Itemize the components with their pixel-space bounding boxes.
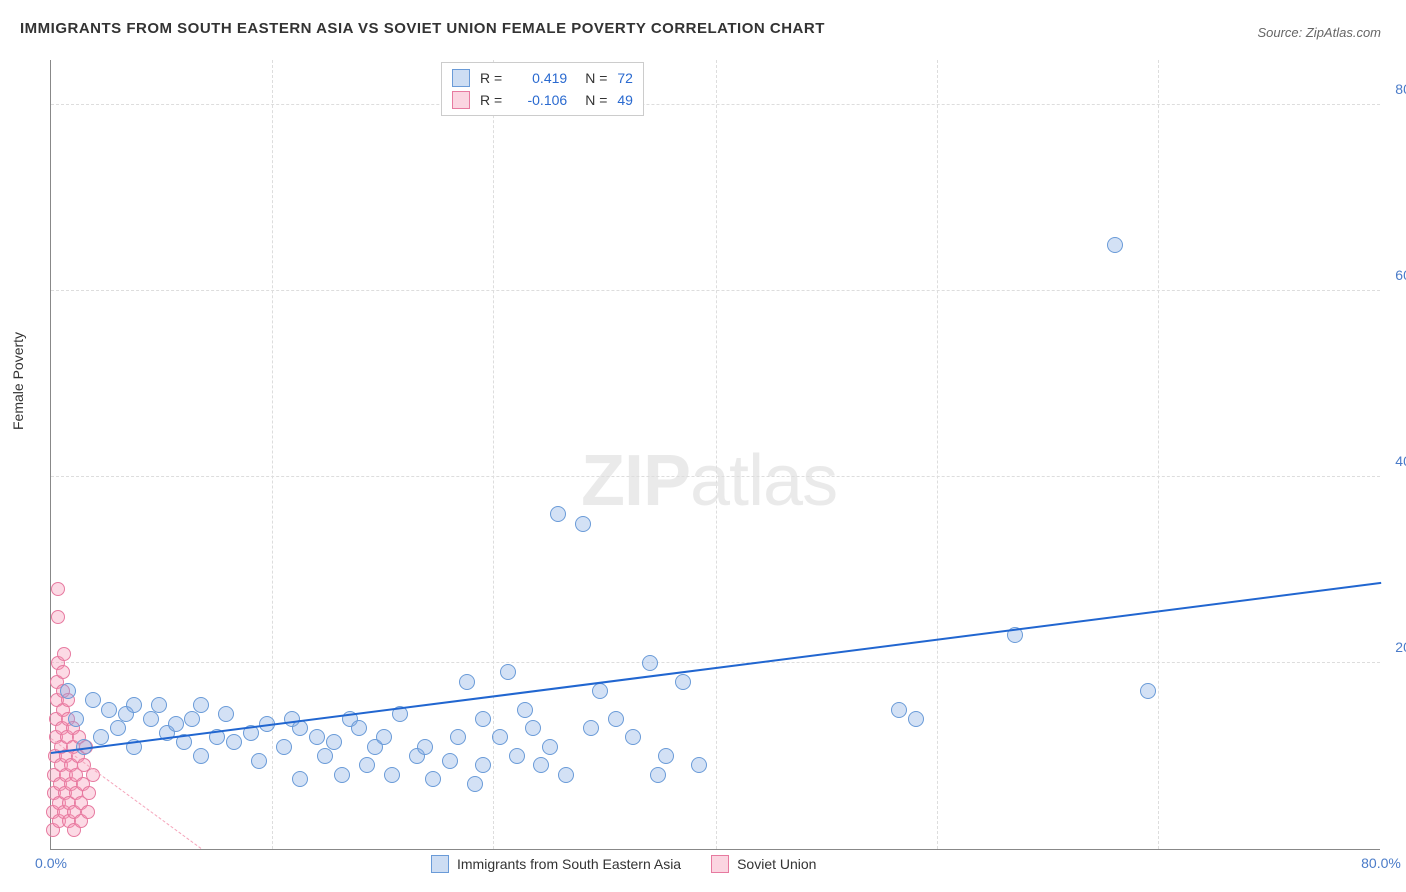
data-point-blue bbox=[292, 771, 308, 787]
data-point-pink bbox=[51, 582, 65, 596]
chart-title: IMMIGRANTS FROM SOUTH EASTERN ASIA VS SO… bbox=[20, 20, 825, 37]
n-value: 72 bbox=[617, 70, 633, 86]
data-point-blue bbox=[908, 711, 924, 727]
chart-plot-area: ZIPatlas R =0.419N =72R =-0.106N =49 Imm… bbox=[50, 60, 1380, 850]
r-label: R = bbox=[480, 70, 502, 86]
data-point-pink bbox=[82, 786, 96, 800]
r-value: -0.106 bbox=[512, 92, 567, 108]
data-point-blue bbox=[326, 734, 342, 750]
data-point-blue bbox=[351, 720, 367, 736]
data-point-blue bbox=[550, 506, 566, 522]
y-tick-label: 80.0% bbox=[1395, 81, 1406, 97]
data-point-blue bbox=[642, 655, 658, 671]
data-point-blue bbox=[85, 692, 101, 708]
data-point-blue bbox=[101, 702, 117, 718]
data-point-pink bbox=[51, 610, 65, 624]
data-point-pink bbox=[57, 647, 71, 661]
data-point-blue bbox=[168, 716, 184, 732]
data-point-blue bbox=[658, 748, 674, 764]
correlation-legend: R = 0.419 N = 72 R = -0.106 N = 49 bbox=[441, 62, 644, 116]
n-label: N = bbox=[585, 70, 607, 86]
x-tick-label: 80.0% bbox=[1361, 855, 1401, 871]
data-point-blue bbox=[226, 734, 242, 750]
data-point-blue bbox=[583, 720, 599, 736]
data-point-blue bbox=[68, 711, 84, 727]
grid-line bbox=[1158, 60, 1159, 849]
y-tick-label: 20.0% bbox=[1395, 639, 1406, 655]
legend-label: Soviet Union bbox=[737, 856, 816, 872]
data-point-blue bbox=[251, 753, 267, 769]
data-point-blue bbox=[376, 729, 392, 745]
n-value: 49 bbox=[617, 92, 633, 108]
data-point-blue bbox=[625, 729, 641, 745]
data-point-blue bbox=[459, 674, 475, 690]
data-point-blue bbox=[542, 739, 558, 755]
data-point-blue bbox=[691, 757, 707, 773]
data-point-blue bbox=[500, 664, 516, 680]
data-point-blue bbox=[93, 729, 109, 745]
y-tick-label: 40.0% bbox=[1395, 453, 1406, 469]
data-point-blue bbox=[517, 702, 533, 718]
data-point-blue bbox=[1107, 237, 1123, 253]
r-label: R = bbox=[480, 92, 502, 108]
watermark: ZIPatlas bbox=[581, 440, 837, 522]
grid-line bbox=[716, 60, 717, 849]
data-point-blue bbox=[1140, 683, 1156, 699]
data-point-blue bbox=[334, 767, 350, 783]
data-point-blue bbox=[558, 767, 574, 783]
legend-swatch bbox=[711, 855, 729, 873]
legend-label: Immigrants from South Eastern Asia bbox=[457, 856, 681, 872]
y-tick-label: 60.0% bbox=[1395, 267, 1406, 283]
data-point-pink bbox=[56, 665, 70, 679]
data-point-blue bbox=[143, 711, 159, 727]
grid-line bbox=[937, 60, 938, 849]
data-point-blue bbox=[384, 767, 400, 783]
legend-item: Soviet Union bbox=[711, 855, 816, 873]
data-point-blue bbox=[442, 753, 458, 769]
data-point-blue bbox=[60, 683, 76, 699]
series-legend: Immigrants from South Eastern Asia Soviet… bbox=[431, 855, 816, 873]
data-point-blue bbox=[151, 697, 167, 713]
data-point-blue bbox=[475, 711, 491, 727]
data-point-blue bbox=[317, 748, 333, 764]
grid-line bbox=[272, 60, 273, 849]
data-point-blue bbox=[575, 516, 591, 532]
source-label: Source: ZipAtlas.com bbox=[1257, 25, 1381, 40]
y-axis-label: Female Poverty bbox=[10, 332, 26, 430]
data-point-blue bbox=[467, 776, 483, 792]
data-point-blue bbox=[675, 674, 691, 690]
data-point-blue bbox=[276, 739, 292, 755]
data-point-blue bbox=[425, 771, 441, 787]
legend-row: R = 0.419 N = 72 bbox=[452, 67, 633, 89]
data-point-blue bbox=[509, 748, 525, 764]
data-point-blue bbox=[359, 757, 375, 773]
data-point-blue bbox=[492, 729, 508, 745]
data-point-blue bbox=[450, 729, 466, 745]
data-point-blue bbox=[193, 697, 209, 713]
data-point-blue bbox=[650, 767, 666, 783]
legend-item: Immigrants from South Eastern Asia bbox=[431, 855, 681, 873]
x-tick-label: 0.0% bbox=[35, 855, 67, 871]
data-point-blue bbox=[608, 711, 624, 727]
data-point-pink bbox=[81, 805, 95, 819]
legend-swatch bbox=[452, 69, 470, 87]
data-point-blue bbox=[891, 702, 907, 718]
legend-row: R = -0.106 N = 49 bbox=[452, 89, 633, 111]
legend-swatch bbox=[452, 91, 470, 109]
r-value: 0.419 bbox=[512, 70, 567, 86]
n-label: N = bbox=[585, 92, 607, 108]
data-point-blue bbox=[218, 706, 234, 722]
data-point-blue bbox=[475, 757, 491, 773]
data-point-blue bbox=[110, 720, 126, 736]
data-point-blue bbox=[184, 711, 200, 727]
data-point-blue bbox=[525, 720, 541, 736]
data-point-blue bbox=[417, 739, 433, 755]
data-point-blue bbox=[193, 748, 209, 764]
legend-swatch bbox=[431, 855, 449, 873]
data-point-blue bbox=[592, 683, 608, 699]
data-point-blue bbox=[309, 729, 325, 745]
data-point-blue bbox=[533, 757, 549, 773]
data-point-blue bbox=[126, 697, 142, 713]
